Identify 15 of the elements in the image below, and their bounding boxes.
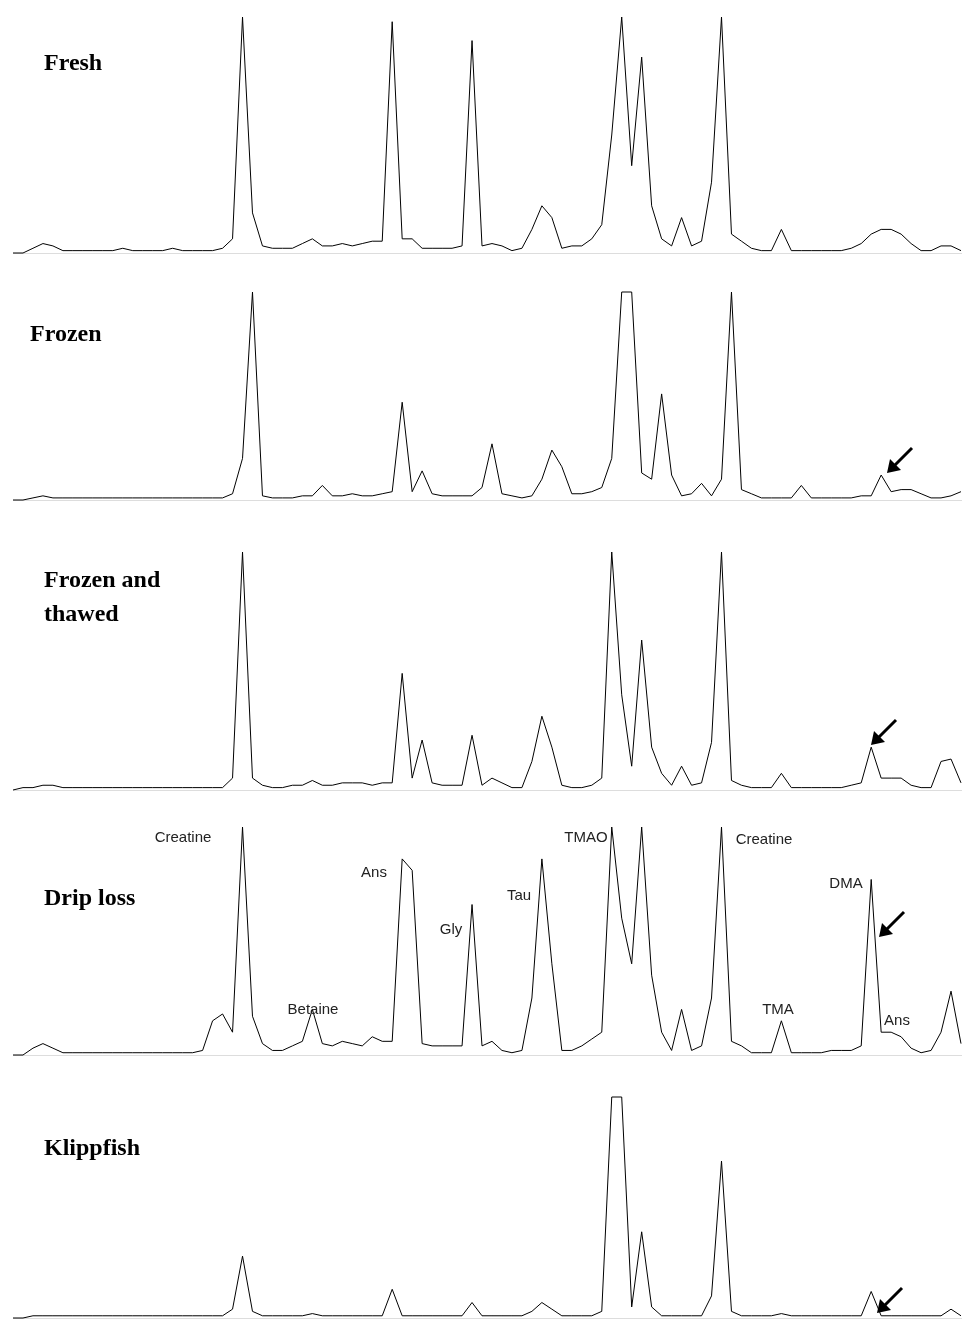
annotation: Creatine <box>735 830 793 848</box>
text: Frozen and thawed <box>44 565 162 628</box>
text: Klippfish <box>44 1133 142 1162</box>
annotation: TMAO <box>564 828 608 846</box>
text: Frozen <box>30 319 103 348</box>
annotation: Ans <box>884 1011 910 1029</box>
annotation: TMA <box>762 1000 794 1018</box>
text: Fresh <box>44 48 104 77</box>
text: Drip loss <box>44 883 137 912</box>
annotation: Tau <box>506 886 532 904</box>
annotation: Ans <box>361 863 387 881</box>
annotation: Creatine <box>154 828 212 846</box>
annotation: Gly <box>439 920 463 938</box>
annotation: Betaine <box>287 1000 339 1018</box>
annotation: DMA <box>829 874 863 892</box>
